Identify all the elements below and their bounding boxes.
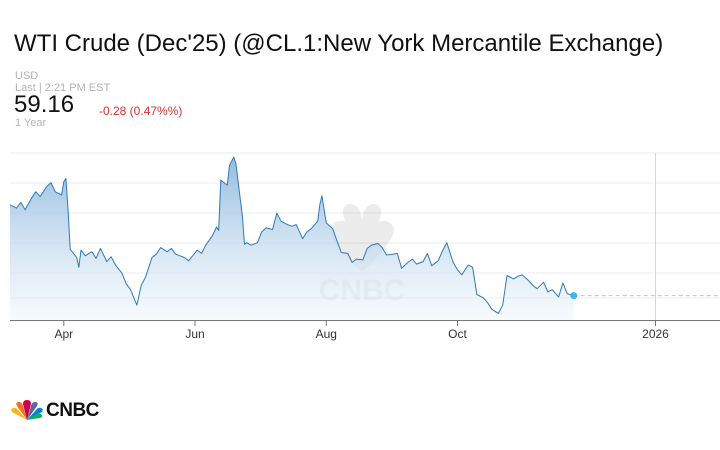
timespan-label: 1 Year [15,117,47,129]
price-area [10,157,574,320]
peacock-icon [11,400,43,420]
x-tick-label: Oct [448,327,467,341]
plot-area [9,156,720,320]
cnbc-logo: CNBC [10,400,99,422]
last-price: 59.16 [14,91,75,118]
price-line [9,156,574,314]
cnbc-logo-text: CNBC [46,400,99,421]
price-change: -0.28 (0.47%%) [99,104,183,118]
last-price-dot[interactable] [570,292,578,300]
x-tick-label: Jun [185,327,204,341]
last-update-time: Last | 2:21 PM EST [15,82,111,94]
x-tick-label: Aug [316,327,337,341]
chart-title: WTI Crude (Dec'25) (@CL.1:New York Merca… [14,30,664,57]
x-tick-label: Apr [54,327,73,341]
currency-label: USD [15,70,39,82]
x-tick-label: 2026 [642,327,669,341]
x-axis: Apr Jun Aug Oct 2026 [54,320,669,341]
